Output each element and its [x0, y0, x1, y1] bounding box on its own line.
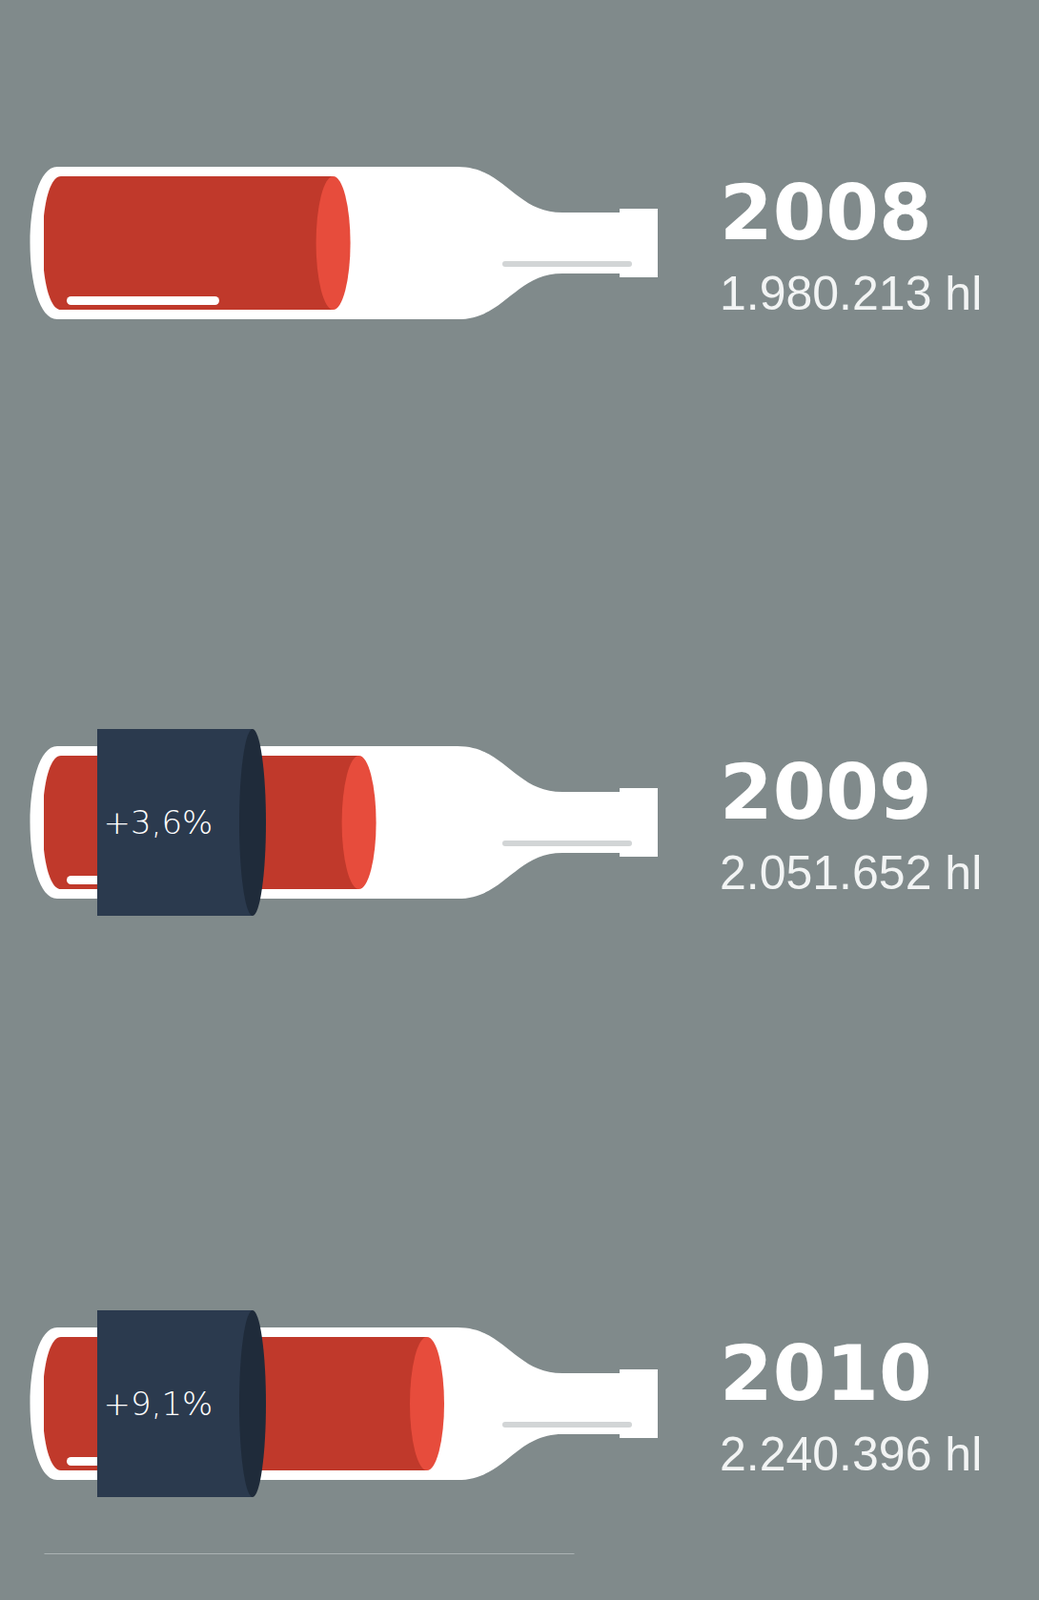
- value-label: 2.051.652 hl: [719, 846, 982, 900]
- change-label: +9,1%: [103, 1385, 214, 1424]
- year-label: 2008: [719, 168, 933, 258]
- chart: 2008 1.980.213 hl +3,6% 2009 2.051.652 hl +9,…: [0, 0, 1039, 1600]
- axis-line: [44, 1553, 575, 1555]
- label-band-edge: [239, 1310, 266, 1498]
- label-band: [97, 729, 253, 917]
- value-label: 1.980.213 hl: [719, 266, 982, 321]
- background: [0, 0, 1039, 1600]
- bar: [43, 176, 334, 310]
- bottle-row: +3,6% 2009 2.051.652 hl: [30, 729, 983, 917]
- bottle-row: +9,1% 2010 2.240.396 hl: [30, 1310, 983, 1498]
- glass-highlight: [66, 296, 220, 306]
- year-label: 2009: [719, 748, 933, 837]
- label-band-edge: [239, 729, 266, 917]
- neck-highlight: [505, 1422, 630, 1428]
- x-axis: [44, 1553, 575, 1555]
- label-band: [97, 1310, 253, 1498]
- change-label: +3,6%: [103, 803, 214, 842]
- neck-highlight: [505, 261, 630, 267]
- value-label: 2.240.396 hl: [719, 1427, 982, 1482]
- bottle-row: 2008 1.980.213 hl: [30, 166, 983, 321]
- fill-group: [43, 176, 351, 310]
- liquid-surface: [409, 1337, 445, 1471]
- liquid-surface: [316, 176, 351, 310]
- bottle: [30, 166, 659, 320]
- neck-highlight: [505, 840, 630, 847]
- liquid-surface: [342, 755, 377, 890]
- year-label: 2010: [719, 1329, 933, 1419]
